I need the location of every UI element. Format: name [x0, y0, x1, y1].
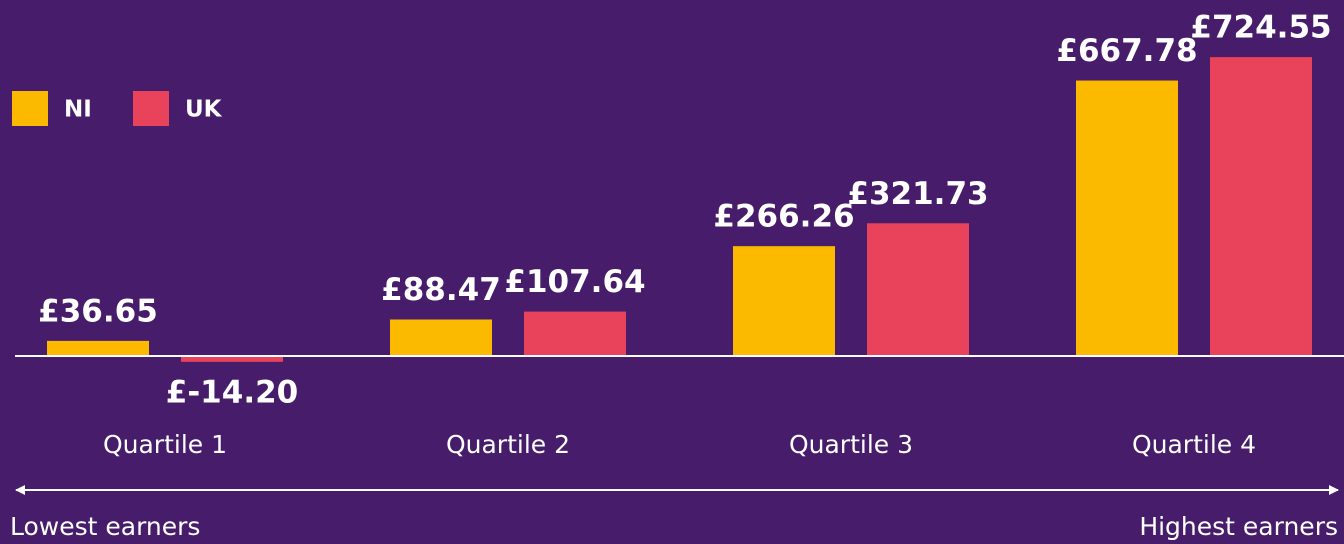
value-label: £667.78 [1056, 33, 1197, 69]
value-label: £88.47 [381, 272, 501, 308]
legend-label: UK [185, 97, 223, 123]
value-label: £-14.20 [166, 374, 299, 410]
legend-swatch [133, 91, 169, 126]
bar [47, 340, 149, 356]
bar [524, 311, 626, 356]
x-tick-label: Quartile 1 [103, 430, 227, 459]
x-tick-label: Quartile 4 [1132, 430, 1256, 459]
bar [181, 356, 283, 362]
value-label: £724.55 [1190, 10, 1331, 46]
legend-swatch [12, 91, 48, 126]
value-label: £107.64 [504, 264, 645, 300]
value-label: £36.65 [38, 293, 158, 329]
bar [1076, 80, 1178, 357]
lowest-earners-label: Lowest earners [10, 512, 200, 541]
highest-earners-label: Highest earners [1139, 512, 1338, 541]
bar [733, 246, 835, 356]
x-tick-label: Quartile 2 [446, 430, 570, 459]
bar [1210, 57, 1312, 357]
value-label: £321.73 [847, 176, 988, 212]
bar [390, 319, 492, 356]
bar [867, 223, 969, 356]
x-tick-label: Quartile 3 [789, 430, 913, 459]
value-label: £266.26 [713, 199, 854, 235]
legend-label: NI [64, 97, 92, 123]
